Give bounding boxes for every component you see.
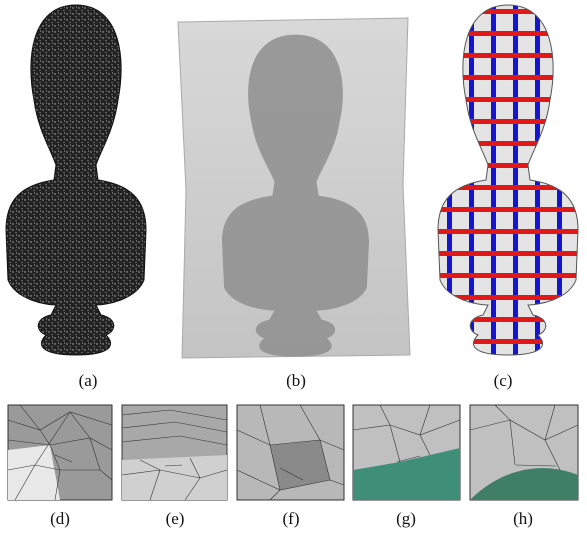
panel-g-image xyxy=(353,405,460,500)
figure: (a) (b) (c) (d) (e) (f) (g) (h) xyxy=(0,0,587,544)
panel-f-image xyxy=(237,405,344,500)
panel-c-image xyxy=(438,5,578,355)
panel-label: (b) xyxy=(286,371,306,390)
panel-label: (c) xyxy=(494,371,513,390)
panel-label: (a) xyxy=(79,371,98,390)
panel-label: (d) xyxy=(50,509,70,528)
panel-h-image xyxy=(470,405,578,500)
panel-a-image xyxy=(6,5,146,355)
panel-d-image xyxy=(8,405,112,500)
panel-label: (g) xyxy=(396,509,416,528)
panel-b-image xyxy=(178,18,410,358)
panel-e-image xyxy=(122,405,227,500)
panel-label: (h) xyxy=(513,509,533,528)
panel-label: (f) xyxy=(283,509,300,528)
panel-label: (e) xyxy=(166,509,185,528)
